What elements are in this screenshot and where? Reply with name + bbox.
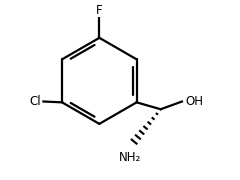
Text: Cl: Cl <box>30 95 42 108</box>
Text: NH₂: NH₂ <box>119 151 141 164</box>
Text: OH: OH <box>185 95 203 108</box>
Text: F: F <box>96 4 103 17</box>
